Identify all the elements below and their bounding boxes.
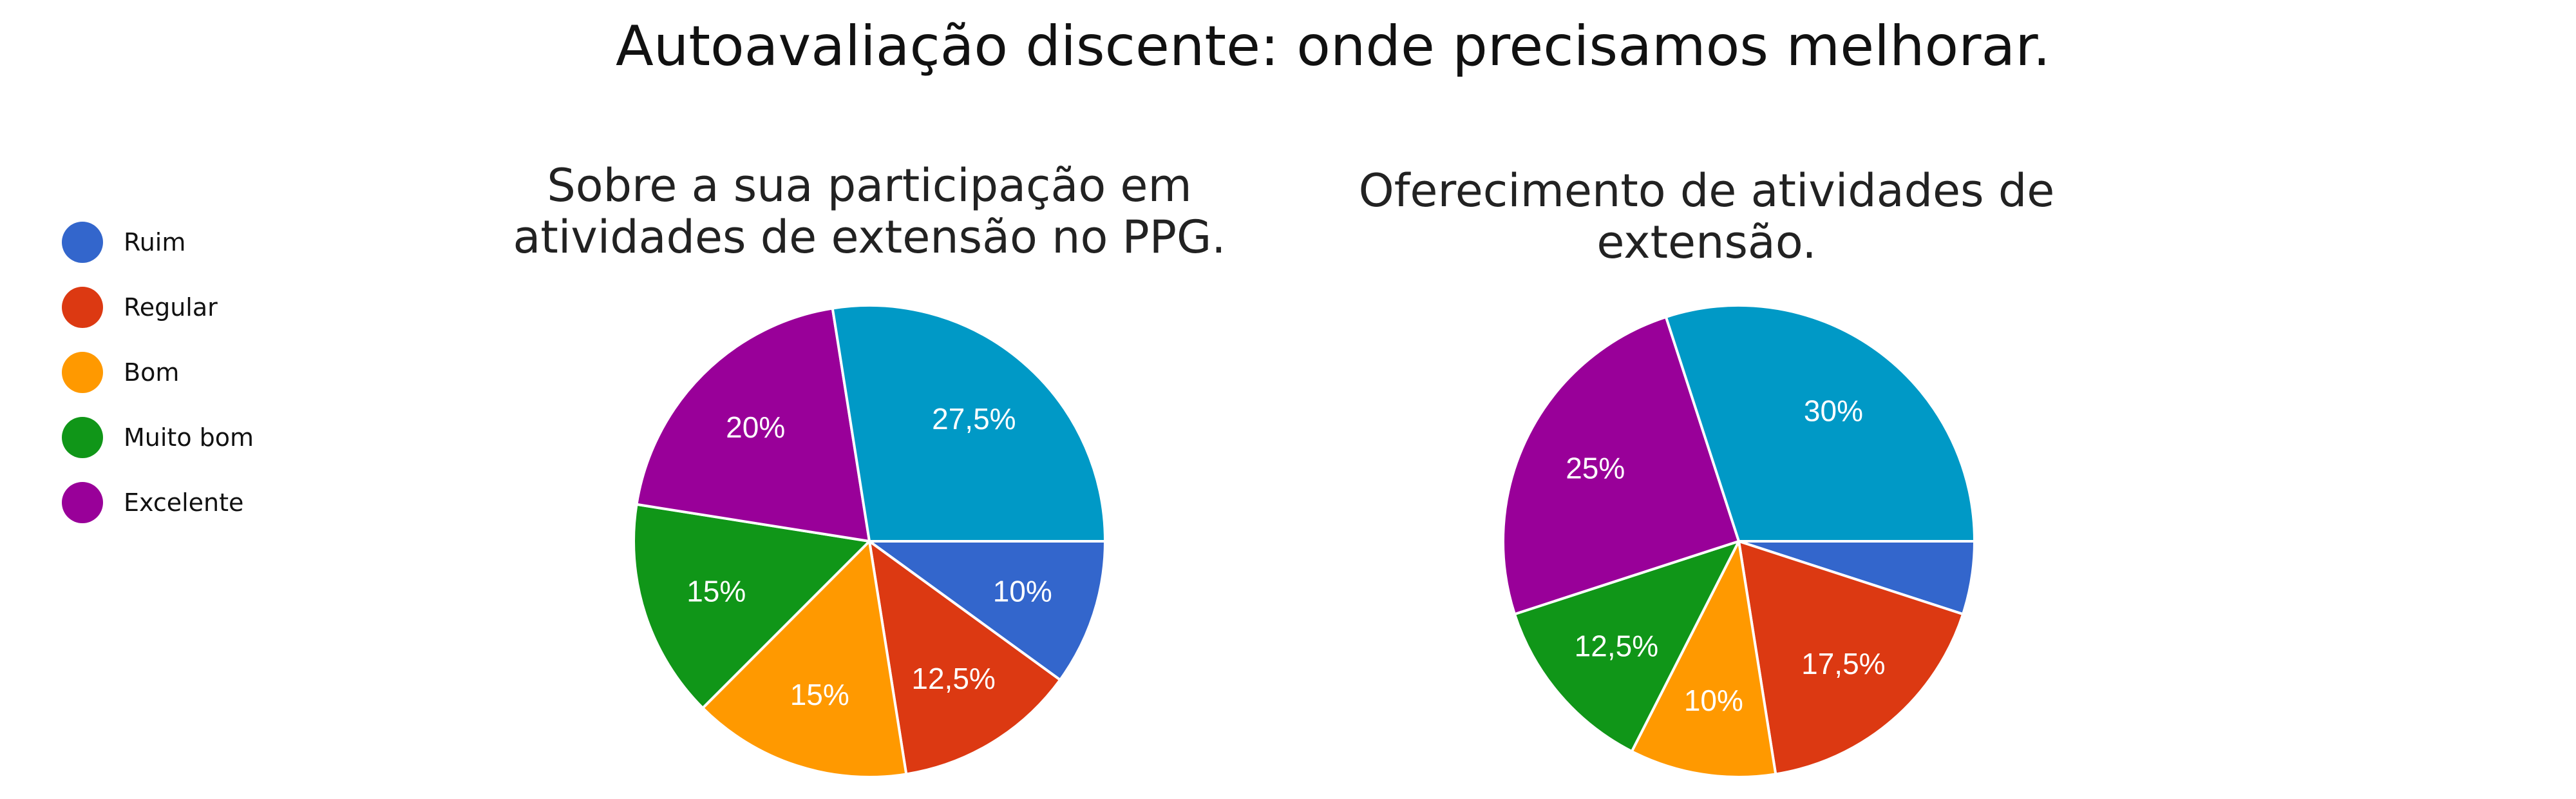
pie-participacao-label-regular: 12,5% [911,662,995,695]
legend-item-muito-bom: Muito bom [62,405,254,470]
pie-oferecimento-slice-other [1664,304,1976,543]
legend-item-excelente: Excelente [62,470,254,535]
legend-swatch-bom [62,351,103,393]
chart-title-participacao-line-1: Sobre a sua participação em [547,159,1192,212]
pie-oferecimento-slice-muito-bom [1513,539,1741,753]
legend-label-muito-bom: Muito bom [124,423,254,452]
pie-oferecimento-slice-regular [1737,539,1965,776]
legend-item-ruim: Ruim [62,209,254,274]
pie-oferecimento-label-muito-bom: 12,5% [1575,629,1658,662]
legend-label-bom: Bom [124,358,180,387]
pie-participacao-label-muito-bom: 15% [687,574,746,608]
pie-participacao-slice-regular [867,538,1062,776]
pie-participacao-slice-muito-bom [632,503,873,710]
pie-oferecimento-slice-bom [1630,537,1777,778]
pie-participacao-label-bom: 15% [790,678,849,711]
legend-item-regular: Regular [62,274,254,340]
legend-swatch-regular [62,286,103,328]
chart-title-oferecimento-line-2: extensão. [1596,216,1817,269]
chart-title-oferecimento-line-1: Oferecimento de atividades de [1358,164,2055,217]
pie-participacao-slice-other [831,304,1107,543]
legend-label-regular: Regular [124,293,218,322]
pie-participacao-slice-bom [701,538,908,778]
pie-oferecimento-label-regular: 17,5% [1801,647,1885,680]
pie-oferecimento-label-excelente: 25% [1566,452,1625,485]
legend-swatch-ruim [62,221,103,263]
chart-title-participacao-line-2: atividades de extensão no PPG. [513,211,1226,264]
pie-participacao-slice-excelente [635,307,871,543]
pie-participacao-label-other: 27,5% [932,402,1016,436]
legend-swatch-excelente [62,481,103,523]
chart-title-participacao: Sobre a sua participação em atividades d… [451,160,1288,263]
pie-oferecimento-label-bom: 10% [1684,684,1743,717]
legend-label-excelente: Excelente [124,488,244,517]
legend: Ruim Regular Bom Muito bom Excelente [62,209,254,535]
pie-participacao-label-ruim: 10% [993,574,1052,608]
legend-label-ruim: Ruim [124,227,186,256]
legend-item-bom: Bom [62,340,254,405]
page-title: Autoavaliação discente: onde precisamos … [615,14,2051,79]
legend-swatch-muito-bom [62,416,103,458]
pie-participacao-label-excelente: 20% [726,410,785,444]
pie-oferecimento-slice-excelente [1502,315,1741,616]
pie-chart-participacao: 10% 12,5% 15% 15% 20% 27,5% [632,304,1107,778]
pie-chart-oferecimento: 17,5% 10% 12,5% 25% 30% [1502,304,1976,778]
pie-participacao-slice-ruim [865,540,1107,682]
chart-title-oferecimento: Oferecimento de atividades de extensão. [1320,165,2093,268]
pie-oferecimento-label-other: 30% [1804,394,1863,428]
